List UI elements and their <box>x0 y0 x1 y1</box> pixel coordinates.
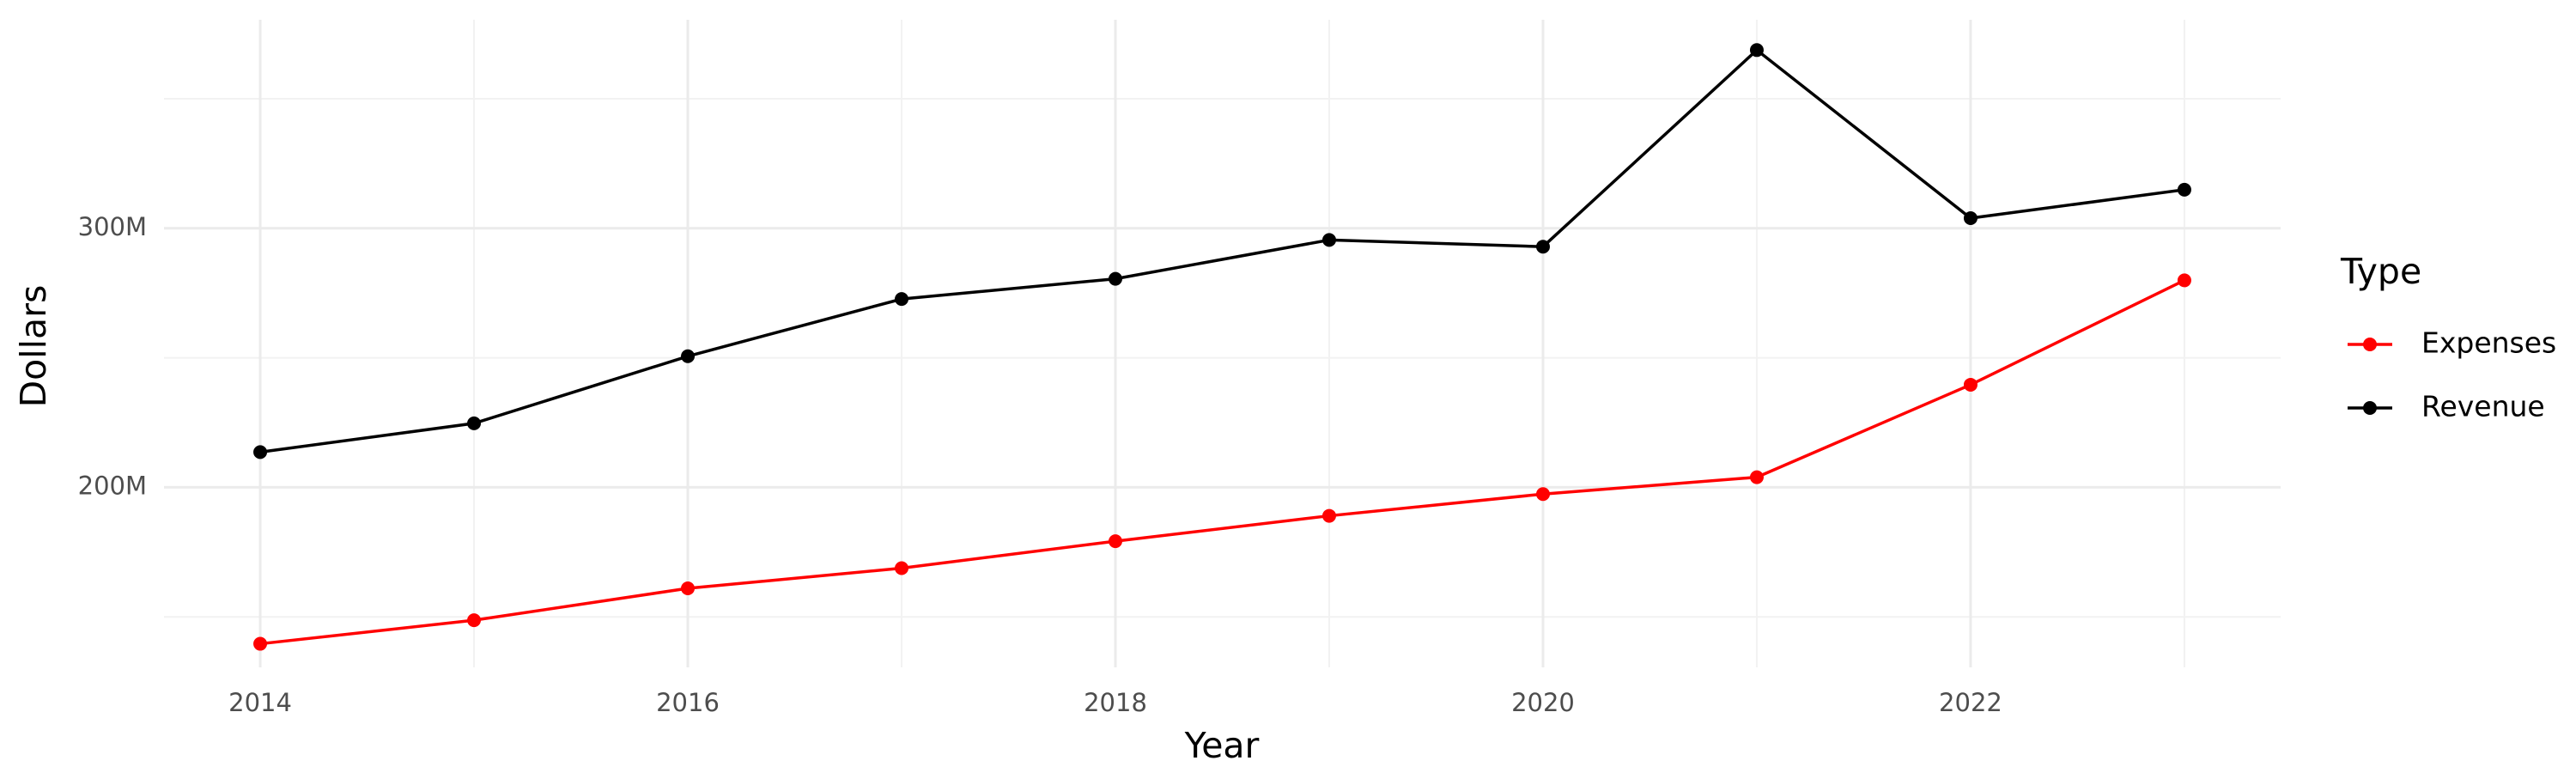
y-tick-label: 200M <box>78 471 147 500</box>
data-point <box>1321 233 1336 247</box>
data-point <box>1749 43 1764 58</box>
legend-key-point <box>2363 338 2377 351</box>
data-point <box>1749 470 1764 484</box>
data-point <box>1963 377 1978 392</box>
data-point <box>895 292 909 307</box>
data-point <box>1109 534 1123 549</box>
data-point <box>895 561 909 575</box>
data-point <box>1535 487 1550 502</box>
data-point <box>253 636 268 651</box>
y-tick-label: 300M <box>78 212 147 241</box>
x-tick-label: 2022 <box>1939 688 2002 717</box>
legend-key-point <box>2363 401 2377 415</box>
data-point <box>681 349 696 363</box>
data-point <box>681 581 696 596</box>
data-point <box>467 416 482 430</box>
series-line <box>259 278 2185 646</box>
data-point <box>253 445 268 460</box>
data-point <box>1535 240 1550 254</box>
y-axis-title: Dollars <box>13 285 54 408</box>
data-point <box>2177 182 2191 197</box>
legend-title: Type <box>2340 251 2421 292</box>
series-line <box>259 47 2185 454</box>
data-point <box>1109 271 1123 286</box>
data-point <box>2177 273 2191 288</box>
x-tick-label: 2016 <box>656 688 720 717</box>
legend-label: Revenue <box>2421 390 2545 423</box>
data-point <box>1963 211 1978 226</box>
x-axis-title: Year <box>1184 725 1260 766</box>
data-point <box>467 613 482 628</box>
x-tick-label: 2018 <box>1084 688 1147 717</box>
x-tick-label: 2020 <box>1511 688 1575 717</box>
data-point <box>1321 508 1336 523</box>
legend-label: Expenses <box>2421 326 2556 360</box>
x-tick-label: 2014 <box>228 688 292 717</box>
